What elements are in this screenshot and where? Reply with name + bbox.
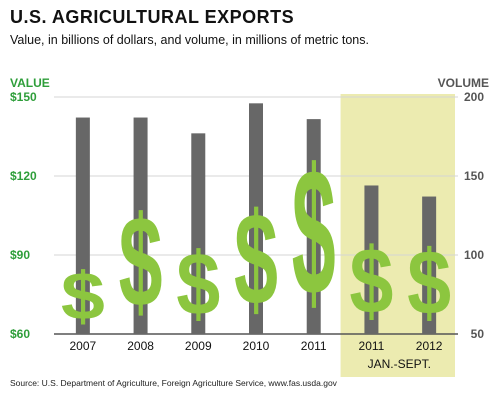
value-dollar-mark: $ — [176, 234, 220, 334]
value-dollar-mark: $ — [349, 229, 393, 334]
volume-bar — [75, 117, 90, 334]
value-dollar-mark: $ — [234, 187, 278, 334]
category-label: 2012 — [416, 339, 443, 353]
value-tick-label: $60 — [10, 327, 30, 341]
chart-title: U.S. AGRICULTURAL EXPORTS — [10, 7, 295, 27]
volume-bar — [306, 119, 321, 335]
value-dollar-glyph: $ — [119, 189, 163, 334]
volume-bar — [249, 103, 263, 334]
category-label: 2010 — [243, 339, 270, 353]
value-dollar-glyph: $ — [349, 229, 393, 334]
category-label: 2011 — [359, 339, 385, 353]
value-tick-label: $120 — [10, 169, 37, 183]
category-label: 2008 — [127, 339, 154, 353]
value-axis-label: VALUE — [10, 76, 50, 90]
volume-tick-label: 150 — [464, 169, 484, 183]
volume-tick-label: 200 — [464, 90, 484, 104]
volume-bar — [191, 133, 206, 334]
volume-axis-label: VOLUME — [438, 76, 489, 90]
value-dollar-glyph: $ — [176, 234, 220, 334]
value-dollar-glyph: $ — [61, 258, 105, 335]
category-label: 2011 — [301, 339, 327, 353]
category-label: 2009 — [185, 339, 212, 353]
value-dollar-glyph: $ — [407, 231, 451, 334]
volume-bar — [422, 196, 437, 334]
value-tick-label: $90 — [10, 248, 30, 262]
volume-tick-label: 50 — [471, 327, 485, 341]
chart-subtitle: Value, in billions of dollars, and volum… — [10, 33, 369, 47]
source-note: Source: U.S. Department of Agriculture, … — [10, 378, 337, 388]
value-dollar-mark: $ — [119, 189, 163, 334]
value-dollar-mark: $ — [292, 131, 336, 333]
volume-bar — [364, 185, 379, 334]
category-label: 2007 — [70, 339, 97, 353]
value-dollar-glyph: $ — [234, 187, 278, 334]
value-dollar-mark: $ — [407, 231, 451, 334]
volume-tick-label: 100 — [464, 248, 484, 262]
volume-bar — [133, 117, 148, 334]
value-dollar-mark: $ — [61, 258, 105, 335]
value-tick-label: $150 — [10, 90, 37, 104]
partial-year-label: JAN.-SEPT. — [368, 357, 431, 371]
value-dollar-glyph: $ — [292, 131, 336, 333]
